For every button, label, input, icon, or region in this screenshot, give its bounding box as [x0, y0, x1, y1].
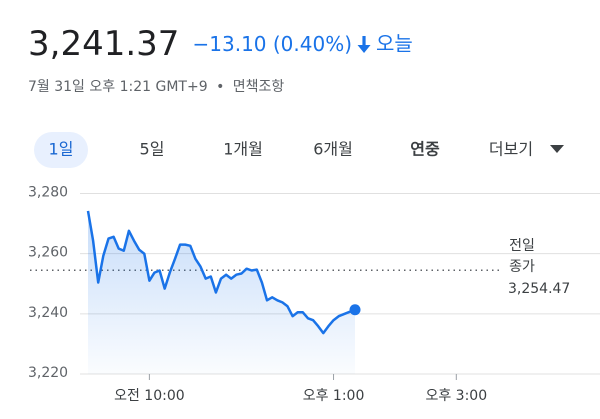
tab[interactable]: 1일 — [49, 140, 74, 159]
last-point — [349, 304, 361, 316]
area — [88, 210, 356, 374]
y-tick-label: 3,280 — [28, 185, 68, 201]
subtitle: 7월 31일 오후 1:21 GMT+9 • 면책조항 — [28, 79, 284, 95]
tab[interactable]: 연중 — [410, 140, 440, 159]
y-tick-label: 3,240 — [28, 305, 68, 321]
y-tick-label: 3,260 — [28, 245, 68, 261]
x-tick-label: 오전 10:00 — [114, 388, 185, 404]
tab-bar: 1일 5일 1개월 6개월 연중 더보기 — [34, 132, 564, 168]
tab-highlight — [34, 132, 88, 168]
previous-close-label: 전일 — [509, 238, 535, 254]
previous-close-value: 3,254.47 — [508, 281, 570, 297]
chart: 3,220 3,240 3,260 3,280 오전 10:00 오후 1:00 오후 3:… — [28, 185, 600, 404]
down-arrow — [357, 36, 371, 53]
separator: • — [216, 79, 224, 95]
price-line — [86, 210, 356, 335]
disclaimer[interactable]: 면책조항 — [233, 79, 285, 95]
x-tick-label: 오후 1:00 — [303, 388, 365, 404]
period: 오늘 — [376, 32, 413, 56]
tab[interactable]: 더보기 — [489, 140, 533, 159]
timestamp: 7월 31일 오후 1:21 GMT+9 — [28, 79, 208, 95]
tab[interactable]: 5일 — [140, 140, 165, 159]
headline: 3,241.37 −13.10 (0.40%) — [28, 24, 352, 64]
tab[interactable]: 1개월 — [223, 140, 263, 159]
previous-close-label: 종가 — [509, 259, 535, 275]
change: −13.10 (0.40%) — [193, 32, 353, 56]
x-tick-label: 오후 3:00 — [425, 388, 487, 404]
tab[interactable]: 6개월 — [313, 140, 353, 159]
y-tick-label: 3,220 — [28, 365, 68, 381]
price: 3,241.37 — [28, 24, 179, 64]
dropdown-icon — [550, 145, 564, 153]
